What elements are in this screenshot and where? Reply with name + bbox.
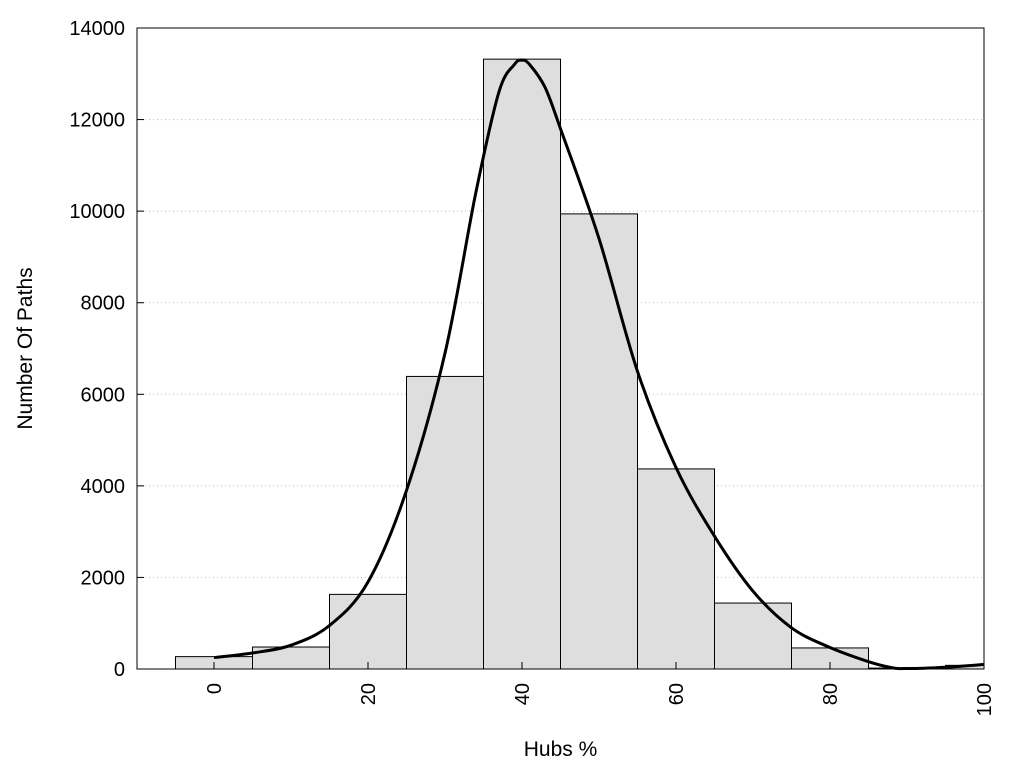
density-curve [213, 58, 985, 671]
y-tick-label: 4000 [81, 476, 126, 498]
y-tick-label: 6000 [81, 384, 126, 406]
x-axis-title: Hubs % [524, 738, 598, 761]
histogram-bar [560, 213, 638, 670]
y-tick-label: 2000 [81, 567, 126, 589]
x-tick-label: 20 [358, 683, 380, 705]
histogram-bar [637, 468, 715, 670]
histogram-bar [714, 602, 792, 670]
histogram-bar [329, 593, 407, 670]
x-tick-label: 0 [204, 683, 226, 694]
histogram-bar [483, 58, 561, 670]
x-tick-label: 100 [974, 683, 996, 716]
x-axis-ticks: 0 20 40 60 80 100 [204, 662, 996, 716]
y-tick-label: 0 [114, 659, 125, 681]
x-tick-label: 40 [512, 683, 534, 705]
x-tick-label: 80 [820, 683, 842, 705]
y-axis-ticks: 0 2000 4000 6000 8000 10000 12000 14000 [69, 18, 144, 681]
density-curve-layer [213, 58, 985, 671]
histogram-bars [175, 58, 985, 670]
plot-frame [136, 27, 985, 670]
histogram-bar [406, 375, 484, 670]
y-tick-label: 8000 [81, 293, 126, 315]
y-axis-title: Number Of Paths [14, 267, 37, 429]
x-tick-label: 60 [666, 683, 688, 705]
y-tick-label: 14000 [69, 18, 125, 40]
y-tick-label: 12000 [69, 110, 125, 132]
y-tick-label: 10000 [69, 201, 125, 223]
